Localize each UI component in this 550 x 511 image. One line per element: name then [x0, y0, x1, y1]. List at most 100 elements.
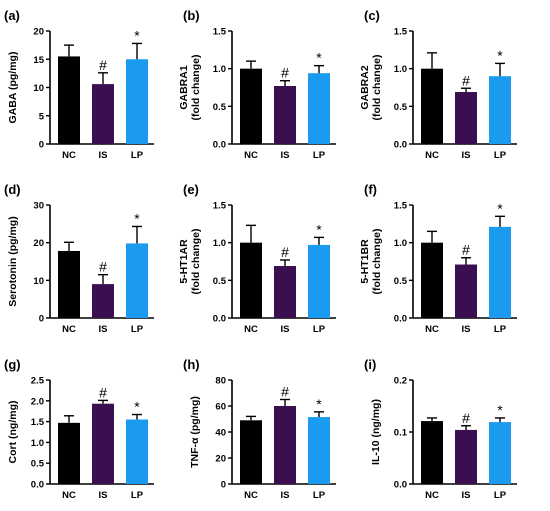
panel-e-ylabel: (fold change) — [190, 229, 202, 295]
panel-h-ytick-label: 80 — [215, 376, 226, 387]
panel-d-bar-NC — [58, 250, 80, 318]
panel-a: (a) 0 5 10 15 20 GABA (pg/mg) NC # IS * LP — [4, 8, 154, 161]
panel-i-ytick-label: 0.2 — [394, 376, 407, 387]
panel-b-ytick-label: 1.0 — [213, 64, 226, 75]
panel-h-bar-IS — [274, 406, 296, 484]
panel-b-sig-marker: # — [281, 65, 289, 81]
panel-a-ytick-label: 10 — [33, 83, 44, 94]
panel-d-label: (d) — [4, 182, 21, 197]
panel-h-bar-NC — [240, 420, 262, 484]
panel-f-ytick-label: 1.0 — [394, 238, 407, 249]
panel-c-sig-marker: * — [497, 47, 503, 63]
panel-g-ylabel: Cort (ng/mg) — [7, 401, 19, 464]
panel-i: (i) 0.0 0.1 0.2 IL-10 (ng/mg) NC # IS * LP — [364, 357, 517, 501]
panel-d-xtick-label: NC — [62, 324, 76, 335]
panel-e-label: (e) — [183, 182, 199, 197]
panel-h-sig-marker: * — [316, 396, 322, 412]
panel-e-bar-NC — [240, 242, 262, 318]
panel-a-sig-marker: * — [134, 27, 140, 43]
panel-f-sig-marker: # — [462, 242, 470, 258]
panel-h-ytick-label: 0 — [221, 480, 226, 491]
panel-c-ylabel: GABRA2 — [359, 65, 371, 109]
panel-e-sig-marker: # — [281, 244, 289, 260]
panel-d-xtick-label: LP — [131, 324, 144, 335]
panel-f-bar-IS — [455, 264, 477, 318]
panel-d-ytick-label: 0 — [39, 314, 44, 325]
panel-h-xtick-label: IS — [281, 490, 290, 501]
panel-e-ytick-label: 1.0 — [213, 238, 226, 249]
panel-h-ytick-label: 20 — [215, 454, 226, 465]
panel-c-label: (c) — [364, 8, 380, 23]
panel-f-bar-NC — [421, 242, 443, 318]
panel-e-ytick-label: 1.5 — [213, 201, 227, 212]
panel-a-xtick-label: IS — [99, 150, 108, 161]
panel-i-label: (i) — [364, 357, 376, 372]
panel-c-ytick-label: 1.5 — [394, 27, 408, 38]
panel-f-ylabel: (fold change) — [371, 229, 383, 295]
panel-f: (f) 0.0 0.5 1.0 1.5 5-HT1BR (fold change) NC # IS… — [359, 182, 517, 335]
panel-d-ytick-label: 10 — [33, 276, 44, 287]
panel-d-bar-IS — [92, 284, 114, 318]
panel-h-ylabel: TNF-α (pg/mg) — [189, 396, 201, 468]
panel-c-ytick-label: 0.5 — [394, 102, 408, 113]
panel-h-xtick-label: NC — [244, 490, 258, 501]
panel-g-bar-LP — [126, 419, 148, 484]
panel-e-bar-LP — [308, 244, 330, 318]
panel-d-ytick-label: 30 — [33, 201, 44, 212]
panel-c-ytick-label: 0.0 — [394, 140, 407, 151]
panel-c-xtick-label: IS — [462, 150, 471, 161]
panel-a-bar-IS — [92, 84, 114, 144]
panel-c-bar-NC — [421, 68, 443, 144]
panel-i-ylabel: IL-10 (ng/mg) — [370, 399, 382, 465]
panel-i-bar-IS — [455, 429, 477, 484]
panel-a-sig-marker: # — [99, 57, 107, 73]
panel-b-xtick-label: LP — [313, 150, 326, 161]
panel-h-xtick-label: LP — [313, 490, 326, 501]
panel-a-ylabel: GABA (pg/mg) — [7, 52, 19, 124]
panel-g: (g) 0.0 0.5 1.0 1.5 2.0 2.5 Cort (ng/mg) NC # IS * L… — [4, 357, 154, 501]
panel-b-bar-NC — [240, 68, 262, 144]
panel-a-ytick-label: 20 — [33, 27, 44, 38]
panel-g-bar-NC — [58, 422, 80, 484]
panel-h-ytick-label: 40 — [215, 428, 226, 439]
panel-g-ytick-label: 0.0 — [31, 480, 44, 491]
panel-g-ytick-label: 0.5 — [31, 459, 45, 470]
panel-d-sig-marker: # — [99, 259, 107, 275]
panel-g-ytick-label: 1.5 — [31, 417, 45, 428]
panel-c-ytick-label: 1.0 — [394, 64, 407, 75]
panel-c-bar-LP — [489, 76, 511, 144]
panel-c-sig-marker: # — [462, 72, 470, 88]
panel-e-xtick-label: NC — [244, 324, 258, 335]
panel-i-ytick-label: 0.0 — [394, 480, 407, 491]
panel-a-xtick-label: LP — [131, 150, 144, 161]
panel-h-sig-marker: # — [281, 384, 289, 400]
panel-a-xtick-label: NC — [62, 150, 76, 161]
panel-d-ytick-label: 20 — [33, 238, 44, 249]
panel-e-ytick-label: 0.5 — [213, 276, 227, 287]
panel-a-bar-NC — [58, 56, 80, 144]
panel-c-bar-IS — [455, 92, 477, 144]
panel-e-sig-marker: * — [316, 221, 322, 237]
panel-g-sig-marker: * — [134, 399, 140, 415]
panel-g-bar-IS — [92, 403, 114, 484]
panel-f-ytick-label: 0.5 — [394, 276, 408, 287]
panel-b-bar-LP — [308, 73, 330, 144]
panel-b: (b) 0.0 0.5 1.0 1.5 GABRA1 (fold change) NC # IS *… — [178, 8, 336, 161]
panel-d-sig-marker: * — [134, 210, 140, 226]
panel-f-ytick-label: 1.5 — [394, 201, 408, 212]
panel-g-xtick-label: NC — [62, 490, 76, 501]
panel-g-label: (g) — [4, 357, 21, 372]
panel-f-sig-marker: * — [497, 200, 503, 216]
panel-h-bar-LP — [308, 417, 330, 484]
panel-b-ytick-label: 0.5 — [213, 102, 227, 113]
panel-e-xtick-label: LP — [313, 324, 326, 335]
panel-e-xtick-label: IS — [281, 324, 290, 335]
panel-b-sig-marker: * — [316, 50, 322, 66]
panel-c-ylabel: (fold change) — [371, 55, 383, 121]
panel-g-ytick-label: 1.0 — [31, 438, 44, 449]
panel-d-xtick-label: IS — [99, 324, 108, 335]
panel-b-xtick-label: IS — [281, 150, 290, 161]
panel-d: (d) 0 10 20 30 Serotonin (pg/mg) NC # IS * LP — [4, 182, 154, 335]
panel-i-xtick-label: NC — [425, 490, 439, 501]
